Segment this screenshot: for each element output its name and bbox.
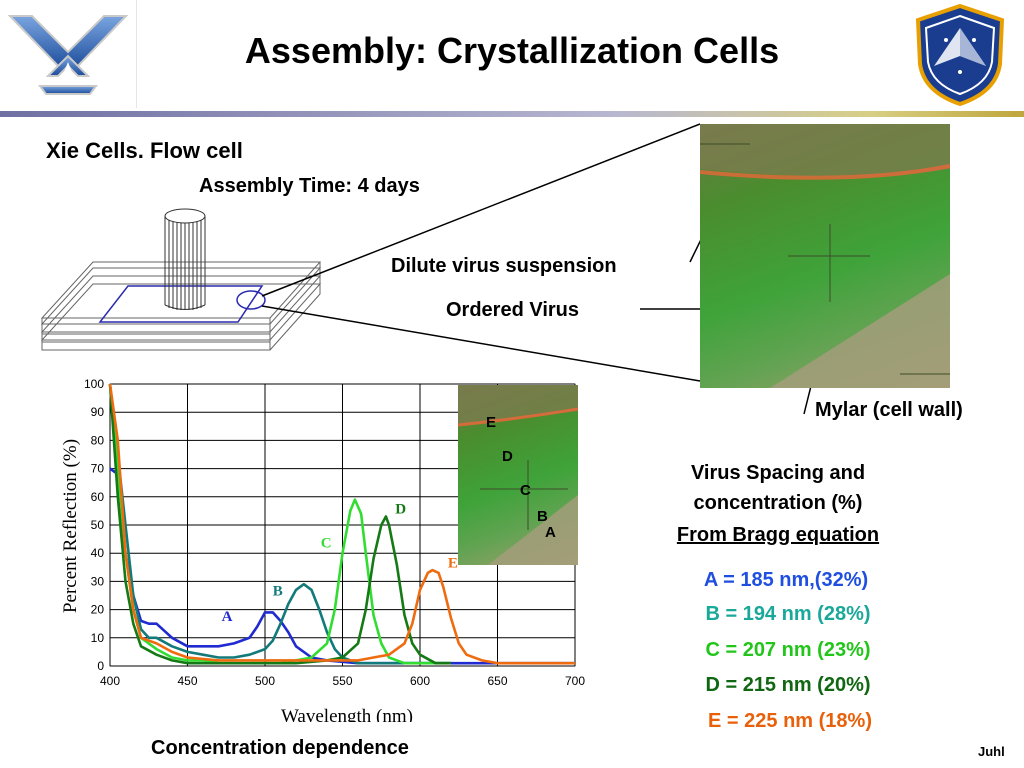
y-tick-label: 90 <box>91 405 105 419</box>
chart-caption: Concentration dependence <box>151 737 409 759</box>
label-dilute-suspension: Dilute virus suspension <box>391 255 617 277</box>
x-tick-label: 450 <box>177 674 197 688</box>
y-tick-label: 10 <box>91 631 105 645</box>
slide-title: Assembly: Crystallization Cells <box>244 30 780 71</box>
series-label-b: B <box>273 584 283 600</box>
x-tick-label: 650 <box>487 674 507 688</box>
series-line-e <box>108 383 575 665</box>
spacing-heading-1: Virus Spacing and <box>690 462 866 484</box>
series-line-b <box>108 383 451 665</box>
label-mylar: Mylar (cell wall) <box>815 399 963 421</box>
y-tick-label: 20 <box>91 603 105 617</box>
series-label-c: C <box>321 536 332 552</box>
assembly-time: Assembly Time: 4 days <box>199 175 420 197</box>
result-d: D = 215 nm (20%) <box>705 674 871 696</box>
inset-label-c: C <box>520 482 531 499</box>
series-label-a: A <box>222 609 233 625</box>
y-tick-label: 60 <box>91 490 105 504</box>
air-force-logo <box>0 0 137 108</box>
y-tick-label: 50 <box>91 518 105 532</box>
result-a: A = 185 nm,(32%) <box>703 569 869 591</box>
x-tick-label: 400 <box>100 674 120 688</box>
x-tick-label: 700 <box>565 674 585 688</box>
inset-label-d: D <box>502 448 513 465</box>
inset-label-a: A <box>545 524 556 541</box>
result-e: E = 225 nm (18%) <box>708 710 872 732</box>
y-tick-label: 80 <box>91 433 105 447</box>
afrl-seal-logo <box>910 2 1010 108</box>
crystal-micrograph <box>700 124 950 388</box>
series-line-d <box>108 383 451 665</box>
subtitle: Xie Cells. Flow cell <box>46 138 243 163</box>
inset-label-e: E <box>486 414 496 431</box>
spacing-heading-2: concentration (%) <box>693 492 863 514</box>
chart-ylabel: Percent Reflection (%) <box>60 439 81 613</box>
series-label-e: E <box>448 555 458 571</box>
inset-label-b: B <box>537 508 548 525</box>
result-c: C = 207 nm (23%) <box>705 639 871 661</box>
series-label-d: D <box>395 502 406 518</box>
series-line-a <box>109 467 575 665</box>
y-tick-label: 0 <box>97 659 104 673</box>
spacing-heading-3: From Bragg equation <box>676 524 880 546</box>
label-ordered-virus: Ordered Virus <box>446 299 580 321</box>
x-tick-label: 600 <box>410 674 430 688</box>
inset-micrograph: E D C B A <box>458 385 578 565</box>
header-divider <box>0 111 1024 117</box>
y-tick-label: 70 <box>91 462 105 476</box>
result-b: B = 194 nm (28%) <box>705 603 871 625</box>
y-tick-label: 30 <box>91 574 105 588</box>
x-tick-label: 550 <box>332 674 352 688</box>
y-tick-label: 100 <box>84 377 104 391</box>
chart-xlabel: Wavelength (nm) <box>281 706 413 722</box>
x-tick-label: 500 <box>255 674 275 688</box>
author-credit: Juhl <box>978 744 1005 759</box>
y-tick-label: 40 <box>91 546 105 560</box>
